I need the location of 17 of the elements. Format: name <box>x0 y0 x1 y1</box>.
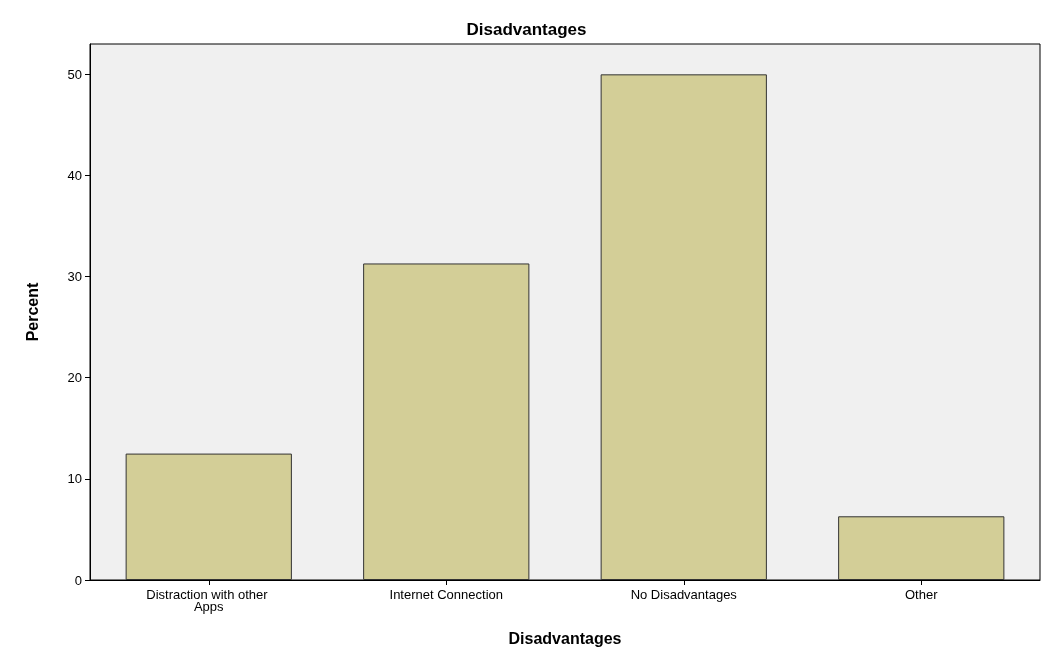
y-tick-label: 0 <box>74 572 82 588</box>
bar <box>838 516 1005 580</box>
y-tick-label: 50 <box>67 66 82 82</box>
chart-title: Disadvantages <box>466 20 587 39</box>
y-tick-label: 10 <box>67 471 82 487</box>
x-tick-label: Other <box>904 586 939 602</box>
y-tick-label: 20 <box>67 370 82 386</box>
x-tick-label: Internet Connection <box>389 586 503 602</box>
y-tick-label: 40 <box>67 167 82 183</box>
x-axis-title: Disadvantages <box>508 629 622 647</box>
bar <box>125 453 292 580</box>
x-tick-label: No Disadvantages <box>630 586 738 602</box>
bar <box>600 74 767 580</box>
x-tick-label: Distraction with other Apps <box>146 586 272 614</box>
y-tick-label: 30 <box>67 269 82 285</box>
bar <box>363 263 530 580</box>
y-axis-title: Percent <box>23 281 41 342</box>
